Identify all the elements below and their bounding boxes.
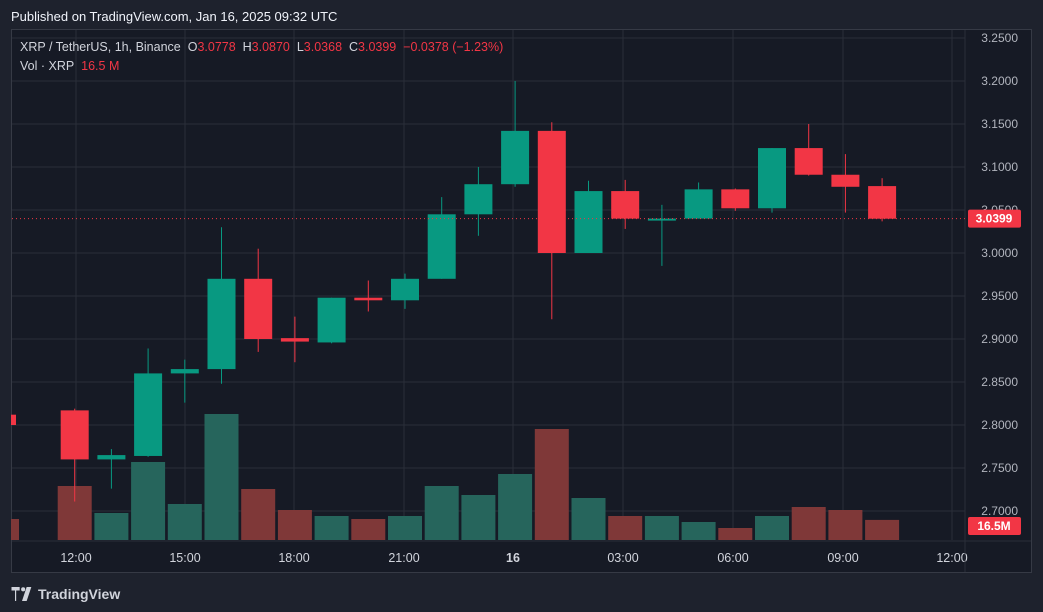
volume-bar — [11, 519, 19, 540]
x-tick-label: 12:00 — [936, 551, 967, 565]
x-tick-label: 06:00 — [717, 551, 748, 565]
y-tick-label: 3.1500 — [981, 117, 1018, 131]
y-tick-label: 3.2000 — [981, 74, 1018, 88]
candle-body — [537, 130, 566, 253]
y-tick-label: 3.0000 — [981, 246, 1018, 260]
candle-body — [794, 148, 823, 175]
volume-bar — [241, 489, 276, 540]
tradingview-wordmark: TradingView — [38, 586, 121, 602]
candle-body — [317, 297, 346, 343]
open-label: O — [187, 40, 198, 54]
candle-body — [758, 148, 786, 209]
y-tick-label: 2.7000 — [981, 504, 1018, 518]
volume-bar — [681, 522, 716, 540]
candle-body — [391, 278, 419, 301]
volume-bar — [388, 516, 422, 540]
candle-body — [721, 189, 750, 209]
y-tick-label: 2.9500 — [981, 289, 1018, 303]
candle-body — [684, 189, 713, 219]
candle-body — [647, 218, 676, 221]
volume-bar — [351, 519, 386, 540]
low-label: L — [296, 40, 304, 54]
tradingview-icon — [11, 587, 32, 601]
x-tick-label: 09:00 — [827, 551, 858, 565]
volume-bar — [791, 507, 826, 540]
volume-bar — [204, 414, 239, 540]
volume-value: 16.5 M — [81, 59, 120, 73]
last-price-badge — [968, 209, 1021, 228]
x-tick-label: 15:00 — [169, 551, 200, 565]
y-tick-label: 2.9000 — [981, 332, 1018, 346]
candle-body — [97, 455, 126, 460]
low-value: 3.0368 — [303, 40, 343, 54]
candle-body — [244, 278, 273, 339]
candle-body — [501, 130, 530, 185]
candle-body — [574, 191, 603, 253]
change-value: −0.0378 (−1.23%) — [403, 40, 504, 54]
candle-body — [427, 214, 456, 279]
volume-bar — [167, 504, 202, 540]
volume-bar — [608, 516, 643, 540]
candle-body — [831, 174, 860, 187]
volume-bar — [314, 516, 349, 540]
candle-body — [280, 338, 309, 342]
volume-badge — [968, 517, 1021, 535]
last-price-badge-label: 3.0399 — [976, 212, 1013, 226]
candle-body — [170, 369, 199, 374]
y-tick-label: 3.1000 — [981, 160, 1018, 174]
candle-body — [464, 184, 493, 215]
x-tick-label: 12:00 — [60, 551, 91, 565]
volume-label[interactable]: Vol · XRP — [20, 59, 75, 73]
candle-body — [134, 373, 163, 456]
x-tick-label: 21:00 — [388, 551, 419, 565]
volume-bar — [571, 498, 606, 540]
candle-body — [611, 191, 640, 219]
x-tick-label: 03:00 — [607, 551, 638, 565]
volume-bar — [277, 510, 312, 540]
ohlc-legend: XRP / TetherUS, 1h, Binance O3.0778 H3.0… — [20, 40, 503, 54]
volume-bar — [131, 462, 166, 540]
high-label: H — [242, 40, 252, 54]
volume-bar — [828, 510, 863, 540]
volume-bar — [865, 519, 900, 540]
volume-bar — [718, 528, 753, 540]
volume-bar — [94, 513, 129, 540]
volume-legend: Vol · XRP 16.5 M — [20, 59, 119, 73]
candle-body — [207, 278, 236, 370]
candle-body — [354, 297, 383, 301]
volume-bar — [498, 474, 533, 540]
y-tick-label: 3.2500 — [981, 31, 1018, 45]
volume-bar — [755, 516, 789, 540]
volume-bar — [424, 486, 459, 540]
close-value: 3.0399 — [358, 40, 397, 54]
candle-body — [11, 414, 16, 425]
x-tick-label: 16 — [506, 551, 520, 565]
close-label: C — [348, 40, 359, 54]
volume-bar — [461, 495, 496, 540]
volume-bar — [534, 429, 569, 540]
x-tick-label: 18:00 — [278, 551, 309, 565]
open-value: 3.0778 — [197, 40, 236, 54]
published-caption: Published on TradingView.com, Jan 16, 20… — [11, 9, 338, 24]
y-tick-label: 2.7500 — [981, 461, 1018, 475]
symbol-title[interactable]: XRP / TetherUS, 1h, Binance — [20, 40, 181, 54]
high-value: 3.0870 — [251, 40, 290, 54]
volume-bar — [644, 516, 679, 540]
tradingview-logo[interactable]: TradingView — [11, 586, 120, 602]
volume-badge-label: 16.5M — [977, 519, 1010, 533]
y-tick-label: 2.8000 — [981, 418, 1018, 432]
candle-body — [868, 186, 897, 219]
candle-body — [60, 410, 89, 460]
y-tick-label: 2.8500 — [981, 375, 1018, 389]
